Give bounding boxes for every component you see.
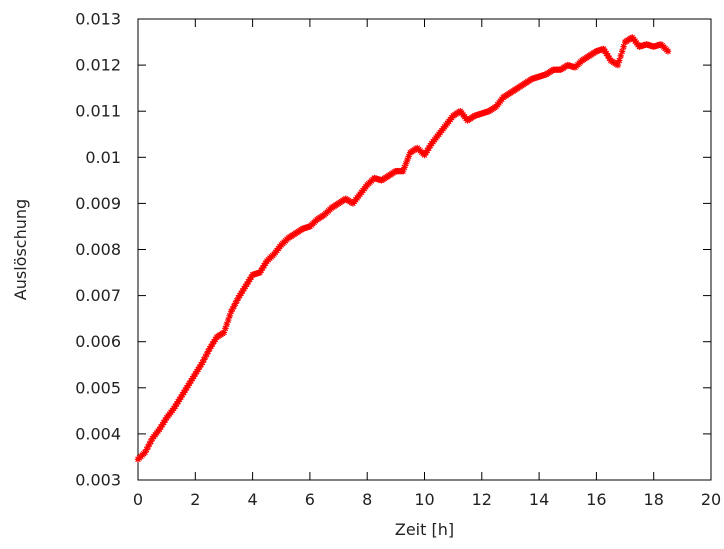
- y-tick-label: 0.013: [75, 10, 121, 29]
- x-tick-label: 16: [586, 490, 606, 509]
- data-point-interp: [617, 52, 624, 60]
- y-tick-label: 0.006: [75, 332, 121, 351]
- y-tick-label: 0.007: [75, 286, 121, 305]
- plot-frame: [137, 18, 712, 481]
- y-axis-label: Auslöschung: [11, 199, 30, 300]
- data-point-interp: [618, 48, 626, 55]
- data-point: [156, 426, 163, 433]
- y-tick-label: 0.003: [75, 471, 121, 490]
- data-point-stroke: [602, 48, 608, 55]
- data-point-stroke: [665, 48, 671, 55]
- x-tick-label: 12: [472, 490, 492, 509]
- data-point: [664, 48, 672, 55]
- x-tick-label: 18: [644, 490, 664, 509]
- y-tick-label: 0.004: [75, 424, 121, 443]
- data-point-stroke: [603, 50, 610, 57]
- data-point-interp: [620, 43, 627, 50]
- x-axis-ticks: 0 2 4 6 8 10 12 14 16 18 20: [133, 19, 721, 509]
- data-point-stroke: [605, 53, 611, 59]
- y-axis-ticks: 0.003 0.004 0.005 0.006 0.007 0.008 0.009 0.01 0…: [75, 10, 711, 490]
- data-point-stroke: [600, 46, 607, 52]
- data-point-interp: [616, 57, 623, 64]
- y-tick-label: 0.012: [75, 56, 121, 75]
- x-tick-label: 0: [133, 490, 143, 509]
- y-tick-label: 0.008: [75, 240, 121, 259]
- data-point-interp: [222, 325, 229, 332]
- y-tick-label: 0.009: [75, 194, 121, 213]
- x-tick-label: 8: [362, 490, 372, 509]
- data-point-interp: [233, 297, 241, 304]
- y-tick-label: 0.01: [85, 148, 121, 167]
- x-tick-label: 10: [414, 490, 434, 509]
- x-tick-label: 20: [701, 490, 721, 509]
- y-tick-label: 0.005: [75, 378, 121, 397]
- x-axis-label: Zeit [h]: [395, 520, 454, 539]
- x-tick-label: 6: [305, 490, 315, 509]
- data-point: [614, 61, 622, 69]
- data-point-interp: [422, 149, 430, 156]
- data-point-stroke: [606, 55, 613, 62]
- x-tick-label: 2: [190, 490, 200, 509]
- x-tick-label: 4: [248, 490, 258, 509]
- x-tick-label: 14: [529, 490, 549, 509]
- data-point: [421, 151, 428, 159]
- data-points: [134, 34, 672, 463]
- y-tick-label: 0.011: [75, 102, 121, 121]
